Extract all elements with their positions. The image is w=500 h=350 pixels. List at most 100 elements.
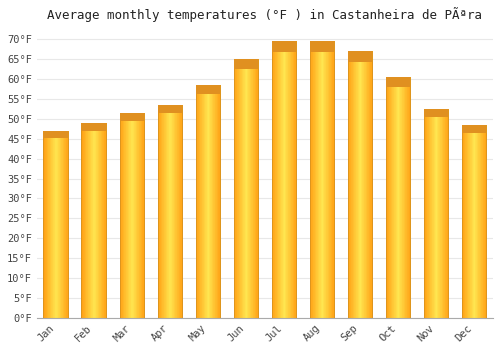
Bar [474,125,475,318]
Bar [214,85,216,318]
Bar [484,125,486,318]
Bar [105,123,106,318]
Bar [371,51,372,318]
Bar [272,41,296,52]
Bar [310,41,334,318]
Bar [140,113,141,318]
Bar [318,41,320,318]
Bar [64,131,65,318]
Bar [427,109,428,318]
Bar [60,131,61,318]
Bar [392,77,394,318]
Bar [178,105,180,318]
Bar [61,131,62,318]
Bar [349,51,350,318]
Bar [444,109,445,318]
Bar [426,109,427,318]
Bar [397,77,398,318]
Bar [210,85,211,318]
Bar [196,85,220,318]
Bar [235,59,236,318]
Bar [66,131,68,318]
Bar [56,131,58,318]
Bar [214,85,215,318]
Bar [282,41,284,318]
Bar [406,77,407,318]
Bar [480,125,481,318]
Bar [442,109,443,318]
Bar [319,41,320,318]
Bar [354,51,356,318]
Bar [293,41,294,318]
Bar [160,105,162,318]
Bar [132,113,133,318]
Bar [163,105,164,318]
Bar [290,41,292,318]
Bar [236,59,237,318]
Bar [292,41,294,318]
Bar [387,77,388,318]
Bar [128,113,129,318]
Bar [248,59,250,318]
Bar [180,105,182,318]
Bar [159,105,160,318]
Bar [162,105,163,318]
Bar [477,125,478,318]
Bar [278,41,279,318]
Bar [444,109,446,318]
Bar [404,77,405,318]
Bar [199,85,200,318]
Bar [210,85,212,318]
Bar [256,59,258,318]
Bar [88,123,90,318]
Bar [443,109,444,318]
Bar [89,123,90,318]
Bar [333,41,334,318]
Bar [125,113,126,318]
Bar [466,125,467,318]
Bar [408,77,410,318]
Bar [287,41,288,318]
Bar [424,109,448,318]
Bar [96,123,98,318]
Bar [314,41,315,318]
Bar [49,131,50,318]
Bar [288,41,290,318]
Bar [135,113,136,318]
Bar [390,77,391,318]
Bar [211,85,212,318]
Bar [250,59,251,318]
Bar [430,109,431,318]
Bar [98,123,99,318]
Bar [392,77,393,318]
Bar [46,131,47,318]
Bar [439,109,440,318]
Bar [284,41,285,318]
Bar [476,125,478,318]
Bar [364,51,366,318]
Bar [85,123,86,318]
Bar [356,51,358,318]
Bar [172,105,174,318]
Bar [130,113,131,318]
Bar [50,131,51,318]
Bar [332,41,334,318]
Bar [240,59,242,318]
Bar [317,41,318,318]
Bar [425,109,426,318]
Bar [281,41,282,318]
Bar [171,105,172,318]
Bar [160,105,161,318]
Bar [57,131,58,318]
Bar [234,59,258,69]
Bar [286,41,287,318]
Bar [198,85,200,318]
Bar [469,125,470,318]
Bar [244,59,245,318]
Bar [256,59,257,318]
Bar [447,109,448,318]
Bar [274,41,276,318]
Bar [482,125,483,318]
Bar [162,105,164,318]
Bar [216,85,218,318]
